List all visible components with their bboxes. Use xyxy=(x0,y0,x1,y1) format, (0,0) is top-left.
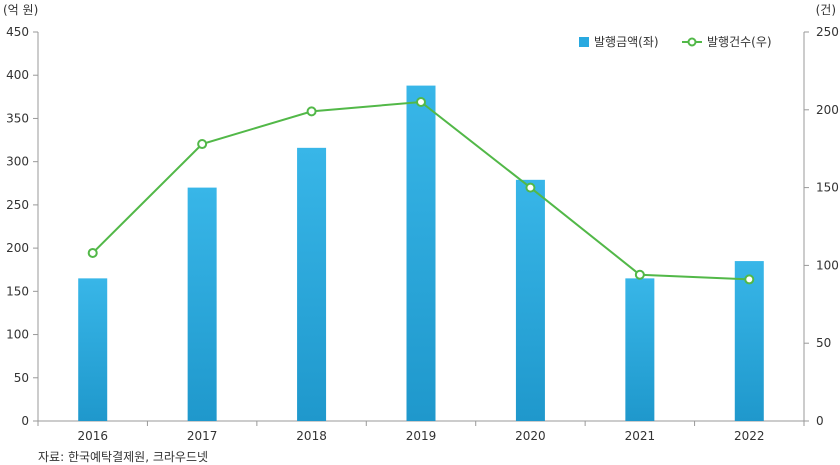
bar xyxy=(406,85,436,422)
left-tick-label: 450 xyxy=(6,25,29,39)
legend-line-label: 발행건수(우) xyxy=(707,34,772,49)
source-note: 자료: 한국예탁결제원, 크라우드넷 xyxy=(38,450,208,464)
right-tick-label: 50 xyxy=(816,336,831,350)
x-tick-label: 2018 xyxy=(296,429,327,443)
right-axis-ticks: 0 50 100 150 200 250 xyxy=(804,25,839,428)
left-axis-unit: (억 원) xyxy=(3,3,38,17)
x-tick-label: 2020 xyxy=(515,429,546,443)
bar xyxy=(625,278,655,421)
line-series xyxy=(87,97,755,285)
right-axis-unit: (건) xyxy=(816,3,836,17)
right-tick-label: 150 xyxy=(816,181,839,195)
bar xyxy=(187,187,217,421)
legend-bar-swatch xyxy=(579,37,589,47)
right-tick-label: 0 xyxy=(816,414,824,428)
right-tick-label: 250 xyxy=(816,25,839,39)
x-tick-label: 2016 xyxy=(77,429,108,443)
line-point xyxy=(87,247,98,258)
right-tick-label: 200 xyxy=(816,103,839,117)
left-tick-label: 250 xyxy=(6,198,29,212)
legend: 발행금액(좌) 발행건수(우) xyxy=(579,34,772,49)
x-tick-label: 2019 xyxy=(406,429,437,443)
bar xyxy=(78,278,108,421)
line-point xyxy=(744,274,755,285)
line-point xyxy=(306,106,317,117)
left-tick-label: 400 xyxy=(6,68,29,82)
right-tick-label: 100 xyxy=(816,258,839,272)
line-point xyxy=(416,97,426,108)
legend-bar-label: 발행금액(좌) xyxy=(594,34,659,49)
x-tick-label: 2022 xyxy=(734,429,765,443)
left-tick-label: 100 xyxy=(6,328,29,342)
bar xyxy=(734,261,764,421)
bar xyxy=(297,147,327,421)
legend-line-marker xyxy=(687,37,697,47)
left-tick-label: 0 xyxy=(21,414,29,428)
line-point xyxy=(197,139,208,150)
left-axis-ticks: 0 50 100 150 200 250 300 350 400 450 xyxy=(6,25,38,428)
left-tick-label: 350 xyxy=(6,111,29,125)
x-tick-label: 2021 xyxy=(625,429,656,443)
left-tick-label: 200 xyxy=(6,241,29,255)
line-point xyxy=(525,182,536,193)
line-point xyxy=(634,269,645,280)
x-axis-ticks: 2016 2017 2018 2019 2020 2021 2022 xyxy=(37,421,805,443)
left-tick-label: 300 xyxy=(6,155,29,169)
left-tick-label: 50 xyxy=(14,371,29,385)
left-tick-label: 150 xyxy=(6,284,29,298)
bar xyxy=(515,179,545,421)
x-tick-label: 2017 xyxy=(187,429,218,443)
bar-series xyxy=(78,85,764,422)
